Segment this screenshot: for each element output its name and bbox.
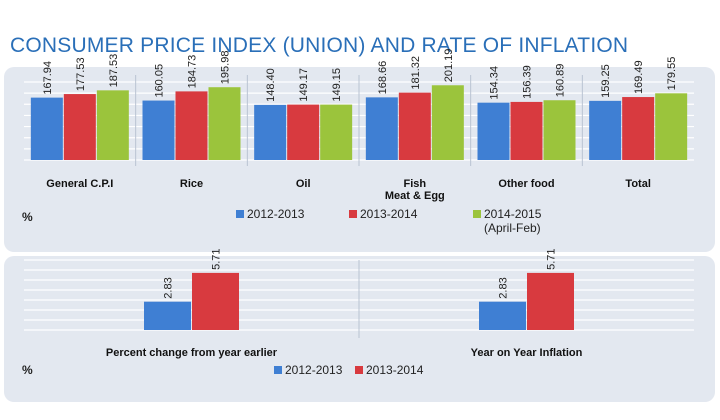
bar-2012-2013-rice	[142, 100, 175, 160]
bar-2013-2014-percent-change-from-year-earlier	[192, 272, 239, 330]
bar-2013-2014-oil	[287, 104, 320, 160]
category-label: Year on Year Inflation	[471, 347, 583, 359]
legend-swatch	[355, 366, 363, 374]
bar-2012-2013-year-on-year-inflation	[479, 301, 526, 330]
page-title: CONSUMER PRICE INDEX (UNION) AND RATE OF…	[10, 34, 629, 57]
inflation-chart: 2.83 5.71 Percent change from year earlier…	[24, 248, 694, 359]
category-label: Meat & Egg	[385, 190, 445, 202]
bar-2013-2014-general-c-p-i	[63, 94, 96, 160]
category-label: Rice	[180, 178, 203, 190]
bar-2012-2013-general-c-p-i	[30, 97, 63, 160]
value-label: 149.15	[331, 68, 343, 102]
category-label: General C.P.I	[46, 178, 113, 190]
value-label: 5.71	[211, 248, 223, 269]
value-label: 179.55	[666, 57, 678, 91]
inflation-unit-label: %	[22, 363, 33, 377]
value-label: 167.94	[42, 61, 54, 95]
value-label: 148.40	[265, 68, 277, 102]
value-label: 184.73	[187, 55, 199, 89]
legend-item-2013-2014: 2013-2014	[349, 207, 417, 221]
bar-2013-2014-other-food	[510, 101, 543, 160]
value-label: 149.17	[298, 68, 310, 102]
bar-2014-2015-april-feb-oil	[320, 104, 353, 160]
cpi-chart-panel: 167.94 177.53 187.53 General C.P.I 160.05 184…	[4, 49, 715, 252]
bar-2012-2013-total	[589, 100, 622, 160]
legend-swatch	[236, 210, 244, 218]
bar-2012-2013-fish-meat-egg	[365, 97, 398, 160]
legend-item-2013-2014: 2013-2014	[355, 363, 423, 377]
cpi-unit-label: %	[22, 210, 33, 224]
value-label: 195.98	[220, 51, 232, 85]
legend-label: 2013-2014	[366, 363, 424, 377]
category-label: Fish	[404, 178, 427, 190]
value-label: 5.71	[546, 248, 558, 269]
category-label: Oil	[296, 178, 311, 190]
value-label: 169.49	[633, 60, 645, 94]
value-label: 168.66	[377, 61, 389, 95]
legend-sublabel: (April-Feb)	[484, 221, 541, 235]
bar-2013-2014-fish-meat-egg	[398, 92, 431, 160]
bar-2012-2013-oil	[254, 104, 287, 160]
bar-2014-2015-april-feb-total	[655, 93, 688, 160]
legend-swatch	[349, 210, 357, 218]
legend-item-2012-2013: 2012-2013	[274, 363, 342, 377]
value-label: 201.19	[443, 49, 455, 83]
category-label: Total	[625, 178, 650, 190]
value-label: 160.05	[154, 64, 166, 98]
legend-swatch	[473, 210, 481, 218]
value-label: 156.39	[522, 65, 534, 99]
value-label: 2.83	[498, 277, 510, 298]
inflation-chart-panel: 2.83 5.71 Percent change from year earlier…	[4, 248, 715, 402]
legend-label: 2012-2013	[285, 363, 343, 377]
legend-item-2012-2013: 2012-2013	[236, 207, 304, 221]
legend-label: 2013-2014	[360, 207, 418, 221]
value-label: 159.25	[600, 64, 612, 98]
bar-2012-2013-percent-change-from-year-earlier	[144, 301, 191, 330]
value-label: 160.89	[555, 64, 567, 98]
legend-swatch	[274, 366, 282, 374]
bar-2014-2015-april-feb-rice	[208, 87, 241, 160]
category-label: Other food	[498, 178, 554, 190]
value-label: 2.83	[163, 277, 175, 298]
bar-2014-2015-april-feb-other-food	[543, 100, 576, 160]
value-label: 177.53	[75, 57, 87, 91]
bar-2013-2014-rice	[175, 91, 208, 160]
legend-item-2014-2015: 2014-2015 (April-Feb)	[473, 207, 541, 235]
bar-2012-2013-other-food	[477, 102, 510, 160]
bar-2014-2015-april-feb-general-c-p-i	[96, 90, 129, 160]
value-label: 154.34	[489, 66, 501, 100]
bar-2013-2014-year-on-year-inflation	[527, 272, 574, 330]
bar-2014-2015-april-feb-fish-meat-egg	[431, 85, 464, 160]
bar-2013-2014-total	[622, 97, 655, 160]
value-label: 187.53	[108, 54, 120, 88]
legend-label: 2012-2013	[247, 207, 305, 221]
category-label: Percent change from year earlier	[106, 347, 278, 359]
legend-label: 2014-2015	[484, 207, 542, 221]
value-label: 181.32	[410, 56, 422, 90]
cpi-chart: 167.94 177.53 187.53 General C.P.I 160.05 184…	[24, 49, 694, 202]
